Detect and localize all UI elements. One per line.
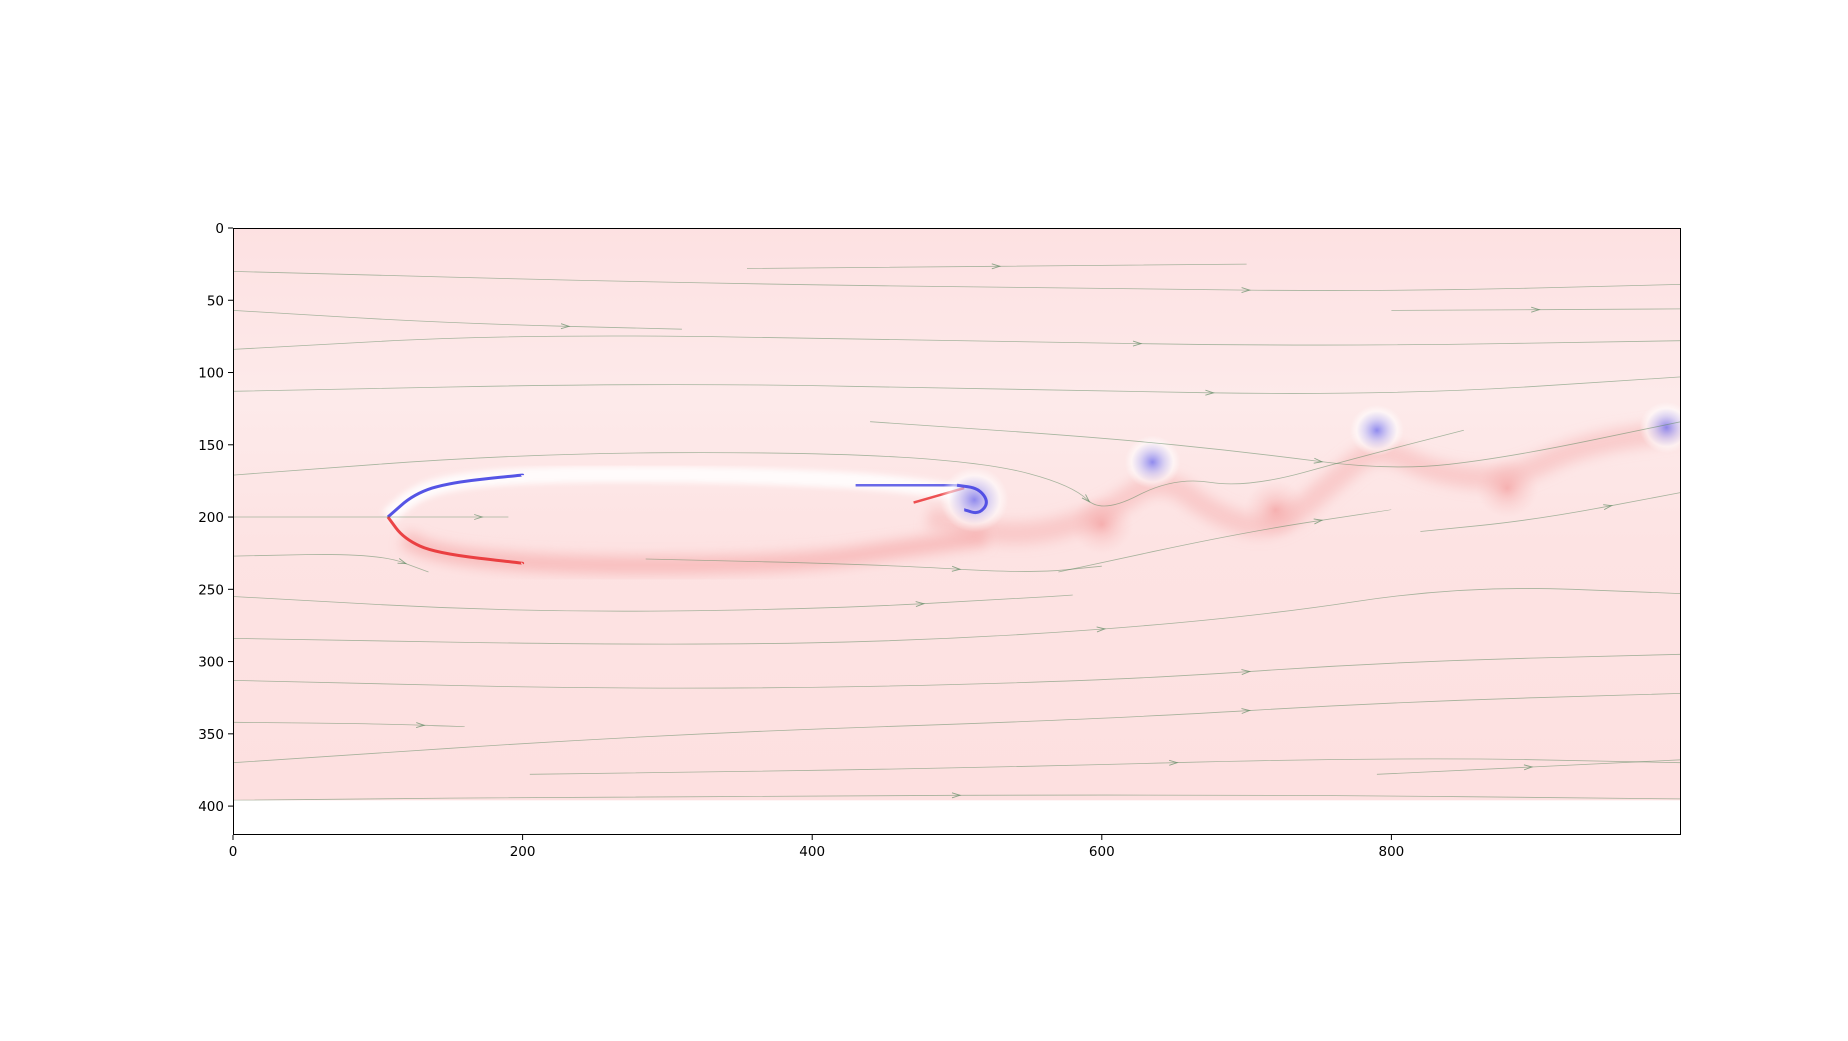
streamline-4 <box>233 335 1681 350</box>
streamline-arrow-13 <box>1603 504 1614 510</box>
streamline-12 <box>1058 509 1392 573</box>
vortex-2 <box>1124 435 1181 489</box>
streamline-21 <box>233 794 1681 801</box>
x-tick-label: 800 <box>1379 844 1405 860</box>
x-tick-label: 400 <box>799 844 825 860</box>
streamline-8 <box>233 429 1464 507</box>
streamline-arrow-3 <box>991 263 1002 270</box>
streamline-arrow-15 <box>1096 626 1107 633</box>
streamline-arrow-20 <box>1523 764 1534 771</box>
streamlines <box>233 263 1681 801</box>
lower-boundary-layer <box>386 516 525 565</box>
streamline-arrow-18 <box>1241 708 1252 714</box>
streamline-arrow-17 <box>415 722 426 728</box>
streamline-15 <box>233 588 1681 645</box>
streamline-7 <box>1391 308 1681 311</box>
trailing-vortex-curl <box>956 483 988 515</box>
y-axis: 0 50 100 150 200 250 300 350 400 <box>198 221 233 815</box>
vortex-1 <box>940 467 1009 533</box>
axes-frame <box>233 228 1681 835</box>
streamline-arrow-2 <box>560 323 571 330</box>
streamline-arrow-8 <box>1081 494 1091 503</box>
streamline-arrow-16 <box>1241 669 1252 675</box>
streamline-arrow-21 <box>951 792 962 799</box>
x-axis: 0 200 400 600 800 <box>229 835 1405 860</box>
y-tick-label: 400 <box>198 799 224 815</box>
streamline-arrow-19 <box>1169 759 1179 766</box>
vortex-3 <box>1349 404 1404 456</box>
y-tick-label: 200 <box>198 510 224 526</box>
plot-area <box>233 228 1681 835</box>
streamline-2 <box>233 310 682 330</box>
x-tick-label: 600 <box>1089 844 1115 860</box>
y-tick-label: 150 <box>198 438 224 454</box>
x-tick-label: 0 <box>229 844 238 860</box>
y-tick-label: 300 <box>198 655 224 671</box>
streamline-1 <box>233 271 1681 291</box>
streamline-13 <box>1420 492 1681 532</box>
streamline-arrow-7 <box>1531 306 1541 313</box>
vorticity-field <box>382 401 1681 575</box>
streamline-10 <box>233 554 429 573</box>
streamline-16 <box>233 653 1681 689</box>
streamline-18 <box>233 693 1681 764</box>
streamline-5 <box>233 376 1681 394</box>
vortex-4 <box>1639 401 1681 454</box>
streamline-arrow-4 <box>1132 340 1143 347</box>
streamline-19 <box>529 758 1681 775</box>
streamline-arrow-6 <box>1313 457 1324 464</box>
y-tick-label: 0 <box>215 221 224 237</box>
y-tick-label: 250 <box>198 582 224 598</box>
y-tick-label: 100 <box>198 366 224 382</box>
x-tick-label: 200 <box>510 844 536 860</box>
vortex-7 <box>1476 458 1539 518</box>
streamline-6 <box>870 421 1681 468</box>
streamline-20 <box>1376 759 1681 775</box>
streamline-arrow-5 <box>1205 389 1215 396</box>
streamline-arrow-12 <box>1313 518 1324 525</box>
streamline-17 <box>233 721 466 728</box>
upper-boundary-layer <box>386 473 525 519</box>
y-tick-label: 350 <box>198 727 224 743</box>
streamline-arrow-1 <box>1241 287 1252 293</box>
streamline-arrow-14 <box>915 601 926 607</box>
y-tick-label: 50 <box>207 293 224 309</box>
streamline-3 <box>746 263 1247 269</box>
streamline-arrow-11 <box>951 565 962 572</box>
streamline-arrow-10 <box>397 558 408 565</box>
streamline-14 <box>233 594 1074 612</box>
vortex-5 <box>1070 494 1134 554</box>
vortex-6 <box>1244 480 1307 540</box>
streamline-arrow-9 <box>474 514 484 520</box>
